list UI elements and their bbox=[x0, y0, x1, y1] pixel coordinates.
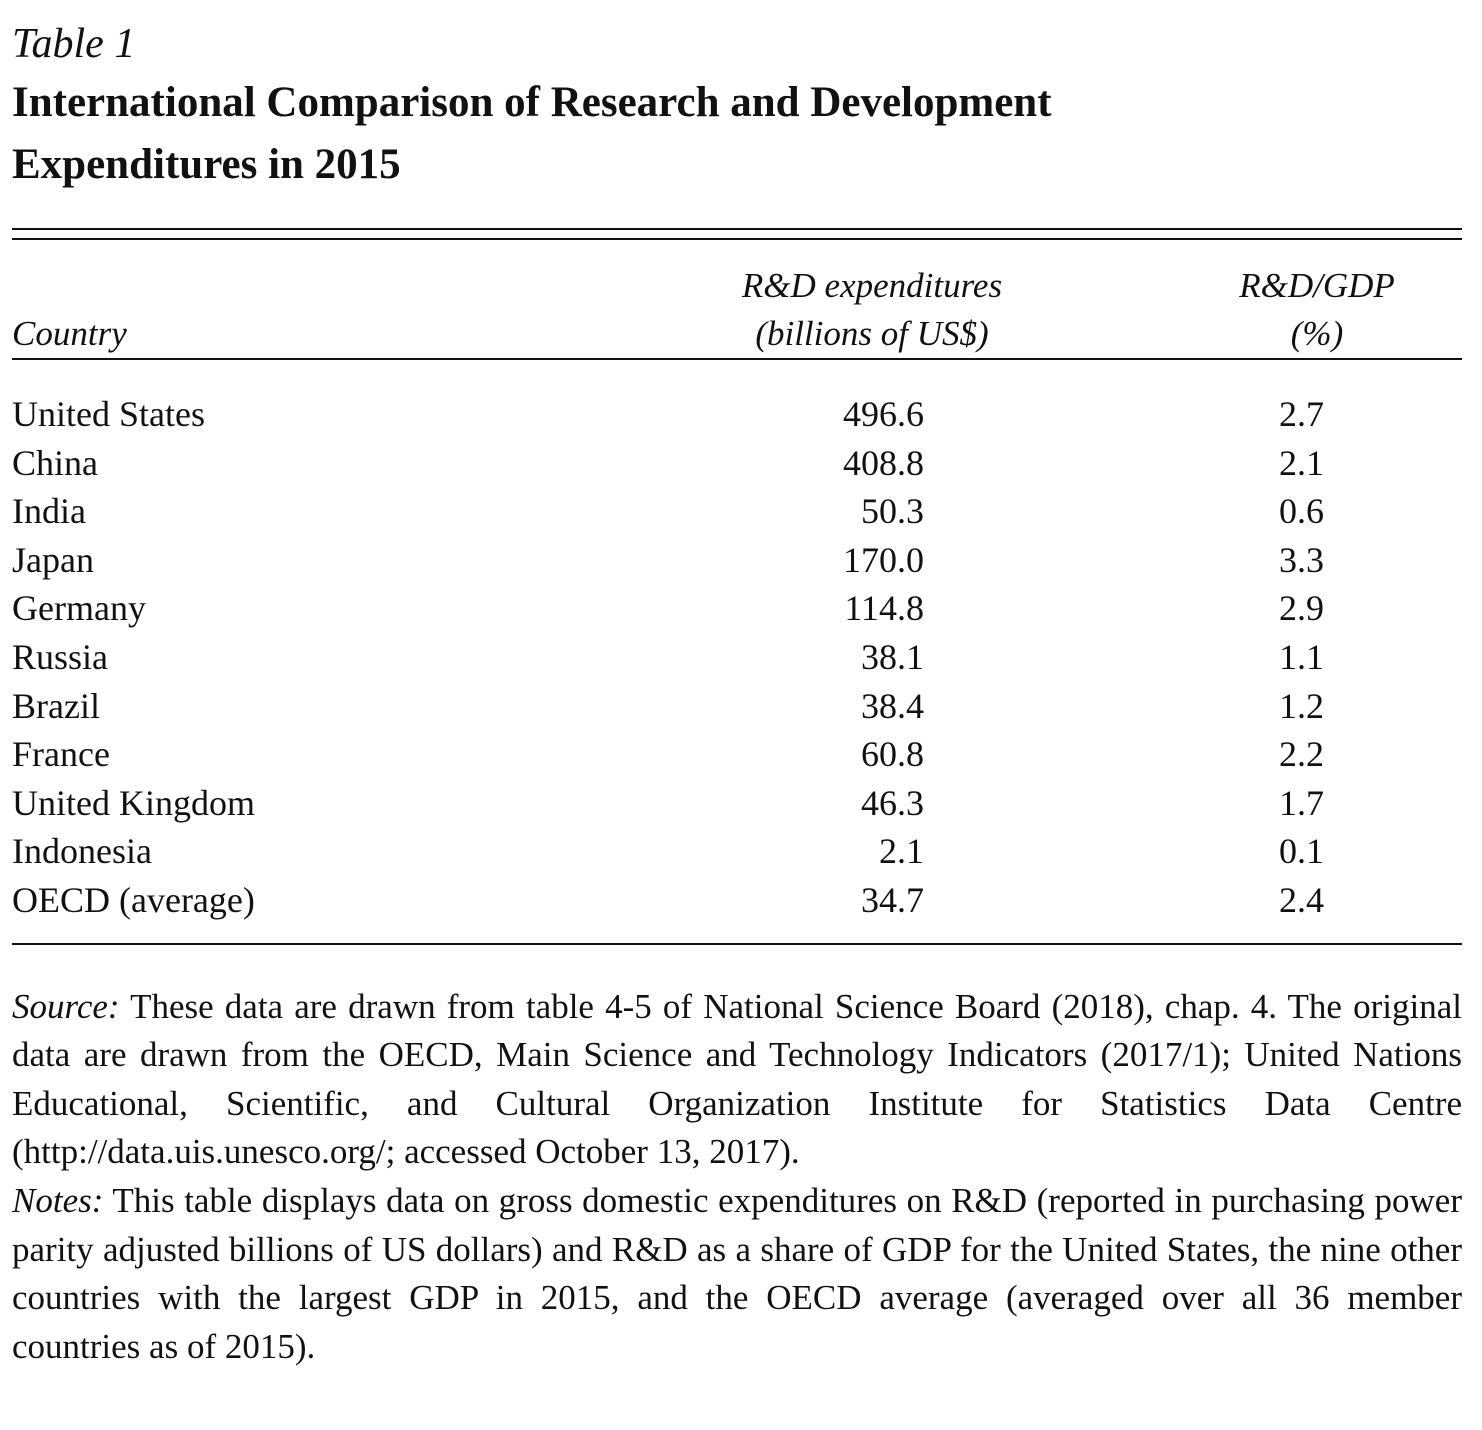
column-header-gdp-share: R&D/GDP (%) bbox=[1207, 262, 1427, 358]
notes-text: This table displays data on gross domest… bbox=[12, 1181, 1462, 1366]
country-cell: China bbox=[12, 439, 98, 487]
table-row: Japan 170.0 3.3 bbox=[12, 536, 1462, 585]
expenditures-cell: 46.3 bbox=[861, 779, 924, 827]
gdp-share-cell: 0.6 bbox=[1279, 487, 1324, 535]
column-header-country: Country bbox=[12, 310, 127, 358]
source-text: These data are drawn from table 4-5 of N… bbox=[12, 987, 1462, 1172]
table-row: India 50.3 0.6 bbox=[12, 487, 1462, 536]
table-title-line-1: International Comparison of Research and… bbox=[12, 79, 1052, 126]
table-row: China 408.8 2.1 bbox=[12, 439, 1462, 488]
expenditures-cell: 50.3 bbox=[861, 487, 924, 535]
table-label: Table 1 bbox=[12, 18, 1462, 70]
table-header: Country R&D expenditures (billions of US… bbox=[12, 240, 1462, 358]
table-row: OECD (average) 34.7 2.4 bbox=[12, 876, 1462, 925]
expenditures-cell: 408.8 bbox=[843, 439, 924, 487]
table-row: Brazil 38.4 1.2 bbox=[12, 682, 1462, 731]
table-row: Indonesia 2.1 0.1 bbox=[12, 827, 1462, 876]
table-title-line-2: Expenditures in 2015 bbox=[12, 141, 401, 188]
expenditures-cell: 2.1 bbox=[879, 827, 924, 875]
top-double-rule bbox=[12, 228, 1462, 240]
expenditures-cell: 114.8 bbox=[844, 584, 924, 632]
document-page: Table 1 International Comparison of Rese… bbox=[12, 18, 1462, 1371]
notes-label: Notes: bbox=[12, 1181, 103, 1220]
gdp-share-cell: 1.7 bbox=[1279, 779, 1324, 827]
country-cell: Russia bbox=[12, 633, 108, 681]
gdp-share-cell: 2.7 bbox=[1279, 390, 1324, 438]
expenditures-cell: 496.6 bbox=[843, 390, 924, 438]
country-cell: France bbox=[12, 730, 110, 778]
column-header-gdp-share-line-1: R&D/GDP bbox=[1207, 262, 1427, 310]
column-header-expenditures-line-2: (billions of US$) bbox=[712, 310, 1032, 358]
table-body: United States 496.6 2.7 China 408.8 2.1 India 5… bbox=[12, 360, 1462, 943]
country-cell: Japan bbox=[12, 536, 94, 584]
table-row: United States 496.6 2.7 bbox=[12, 390, 1462, 439]
gdp-share-cell: 3.3 bbox=[1279, 536, 1324, 584]
table-row: France 60.8 2.2 bbox=[12, 730, 1462, 779]
gdp-share-cell: 1.2 bbox=[1279, 682, 1324, 730]
expenditures-cell: 170.0 bbox=[843, 536, 924, 584]
source-note: Source: These data are drawn from table … bbox=[12, 983, 1462, 1177]
source-label: Source: bbox=[12, 987, 120, 1026]
country-cell: India bbox=[12, 487, 86, 535]
gdp-share-cell: 2.1 bbox=[1279, 439, 1324, 487]
country-cell: United States bbox=[12, 390, 205, 438]
expenditures-cell: 60.8 bbox=[861, 730, 924, 778]
expenditures-cell: 38.1 bbox=[861, 633, 924, 681]
table-title: International Comparison of Research and… bbox=[12, 72, 1462, 196]
table-row: Germany 114.8 2.9 bbox=[12, 584, 1462, 633]
bottom-rule bbox=[12, 943, 1462, 945]
table-row: Russia 38.1 1.1 bbox=[12, 633, 1462, 682]
expenditures-cell: 38.4 bbox=[861, 682, 924, 730]
gdp-share-cell: 2.4 bbox=[1279, 876, 1324, 924]
country-cell: United Kingdom bbox=[12, 779, 255, 827]
country-cell: OECD (average) bbox=[12, 876, 255, 924]
gdp-share-cell: 1.1 bbox=[1279, 633, 1324, 681]
column-header-expenditures-line-1: R&D expenditures bbox=[712, 262, 1032, 310]
gdp-share-cell: 2.2 bbox=[1279, 730, 1324, 778]
notes-note: Notes: This table displays data on gross… bbox=[12, 1177, 1462, 1371]
country-cell: Germany bbox=[12, 584, 146, 632]
country-cell: Indonesia bbox=[12, 827, 152, 875]
expenditures-cell: 34.7 bbox=[861, 876, 924, 924]
column-header-gdp-share-line-2: (%) bbox=[1207, 310, 1427, 358]
footnotes: Source: These data are drawn from table … bbox=[12, 983, 1462, 1372]
table-row: United Kingdom 46.3 1.7 bbox=[12, 779, 1462, 828]
country-cell: Brazil bbox=[12, 682, 100, 730]
gdp-share-cell: 2.9 bbox=[1279, 584, 1324, 632]
column-header-expenditures: R&D expenditures (billions of US$) bbox=[712, 262, 1032, 358]
gdp-share-cell: 0.1 bbox=[1279, 827, 1324, 875]
